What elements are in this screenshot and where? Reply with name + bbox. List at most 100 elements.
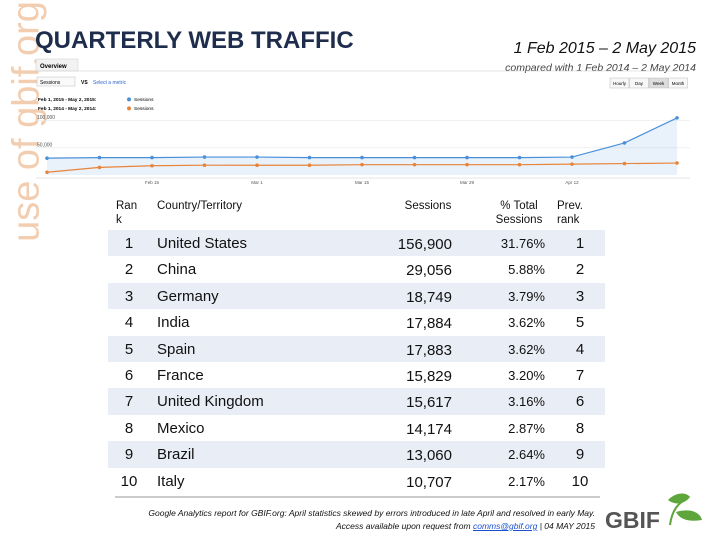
point bbox=[97, 155, 102, 160]
table-cell: 13,060 bbox=[406, 447, 452, 465]
point bbox=[622, 141, 627, 145]
footer-text: | 04 MAY 2015 bbox=[537, 521, 595, 531]
table-cell: Spain bbox=[157, 340, 196, 358]
metric-select bbox=[36, 76, 76, 87]
table-cell: 2 bbox=[124, 261, 134, 279]
footer-access: Access available upon request from comms… bbox=[336, 521, 595, 531]
table-cell: 3.79% bbox=[508, 288, 545, 304]
select-metric: Select a metric bbox=[93, 80, 127, 86]
table-cell: 9 bbox=[124, 446, 134, 464]
table-cell: 15,617 bbox=[406, 394, 452, 412]
column-header: Rank bbox=[116, 200, 138, 226]
table-cell: 3 bbox=[575, 287, 585, 305]
column-header: % Total Sessions bbox=[495, 200, 543, 226]
table-cell: 3.62% bbox=[508, 341, 545, 357]
table-cell: 7 bbox=[575, 367, 585, 384]
table-cell: 4 bbox=[124, 314, 134, 332]
table-cell: 2 bbox=[575, 261, 585, 279]
table-cell: Italy bbox=[157, 472, 185, 490]
table-cell: 29,056 bbox=[406, 262, 452, 280]
table-cell: 8 bbox=[575, 419, 585, 437]
table-cell: 2.64% bbox=[508, 447, 545, 463]
point bbox=[622, 161, 627, 166]
table-cell: 5 bbox=[575, 314, 585, 332]
range-button-label: Month bbox=[672, 81, 685, 86]
column-header: Country/Territory bbox=[157, 200, 242, 212]
logo-stem bbox=[669, 497, 689, 526]
legend-period: Feb 1, 2015 - May 2, 2015: bbox=[38, 97, 97, 103]
email-link[interactable]: comms@gbif.org bbox=[472, 521, 538, 531]
table-cell: China bbox=[157, 261, 197, 279]
y-tick-label: 100,000 bbox=[37, 115, 55, 121]
table-cell: 17,884 bbox=[406, 315, 452, 333]
point bbox=[202, 163, 207, 168]
column-header: Sessions bbox=[404, 200, 452, 212]
table-cell: United States bbox=[157, 235, 248, 252]
point bbox=[307, 163, 312, 168]
table-cell: 9 bbox=[575, 446, 585, 464]
x-tick-label: Mar 1 bbox=[251, 180, 263, 185]
logo-leaf bbox=[676, 510, 702, 521]
point bbox=[255, 163, 259, 168]
range-button bbox=[668, 77, 688, 89]
table-cell: 10 bbox=[571, 472, 589, 490]
point bbox=[360, 162, 364, 167]
column-header: Prev. rank bbox=[557, 200, 583, 226]
row-band bbox=[108, 441, 605, 468]
x-tick-label: Mar 29 bbox=[460, 180, 475, 185]
point bbox=[675, 116, 679, 120]
table-cell: 5.88% bbox=[508, 262, 545, 278]
analytics-chart: Overview Sessions VS Select a metric Feb… bbox=[35, 58, 690, 185]
x-tick-label: Feb 15 bbox=[145, 180, 160, 185]
footer-note: Google Analytics report for GBIF.org: Ap… bbox=[148, 508, 595, 518]
point bbox=[45, 170, 49, 175]
x-tick-label: Apr 12 bbox=[565, 180, 579, 185]
point bbox=[97, 165, 102, 170]
legend-swatch bbox=[127, 97, 131, 102]
table-cell: 3.20% bbox=[508, 368, 545, 383]
table-cell: 31.76% bbox=[500, 236, 545, 251]
table-cell: 156,900 bbox=[397, 236, 452, 253]
point bbox=[45, 156, 49, 160]
table-cell: 2.87% bbox=[508, 420, 545, 436]
table-cell: 3.62% bbox=[508, 315, 545, 331]
point bbox=[202, 155, 207, 159]
point bbox=[412, 155, 417, 160]
table-cell: United Kingdom bbox=[157, 393, 264, 411]
point bbox=[307, 155, 312, 160]
table-cell: 6 bbox=[575, 393, 585, 411]
table-cell: Germany bbox=[157, 287, 219, 305]
table-cell: 6 bbox=[124, 367, 134, 384]
x-tick-label: Mar 15 bbox=[355, 180, 370, 185]
table-cell: 17,883 bbox=[406, 341, 452, 359]
point bbox=[517, 155, 522, 160]
legend-name: Sessions bbox=[134, 97, 154, 103]
metric: Sessions bbox=[40, 80, 61, 86]
range-button bbox=[648, 77, 669, 89]
point bbox=[570, 162, 574, 166]
table-cell: 4 bbox=[575, 340, 585, 358]
point bbox=[465, 155, 469, 160]
table-cell: 5 bbox=[124, 340, 134, 358]
table-cell: 7 bbox=[124, 393, 134, 411]
table-cell: India bbox=[157, 314, 190, 332]
logo: GBIF bbox=[605, 507, 660, 533]
tab-label: Overview bbox=[40, 64, 67, 70]
date-range: 1 Feb 2015 – 2 May 2015 bbox=[513, 40, 696, 57]
line bbox=[46, 117, 678, 159]
logo-leaf bbox=[668, 493, 690, 504]
table-cell: Brazil bbox=[157, 446, 195, 464]
legend-name: Sessions bbox=[134, 106, 154, 112]
point bbox=[150, 155, 154, 160]
table-cell: 3 bbox=[124, 287, 134, 305]
point bbox=[517, 162, 522, 167]
row-band bbox=[108, 282, 605, 310]
table-cell: Mexico bbox=[157, 419, 205, 437]
table-cell: 15,829 bbox=[406, 368, 452, 385]
area bbox=[47, 117, 677, 175]
row-band bbox=[108, 335, 605, 362]
table-cell: 10,707 bbox=[406, 473, 452, 491]
point bbox=[255, 155, 259, 159]
point bbox=[570, 155, 574, 159]
